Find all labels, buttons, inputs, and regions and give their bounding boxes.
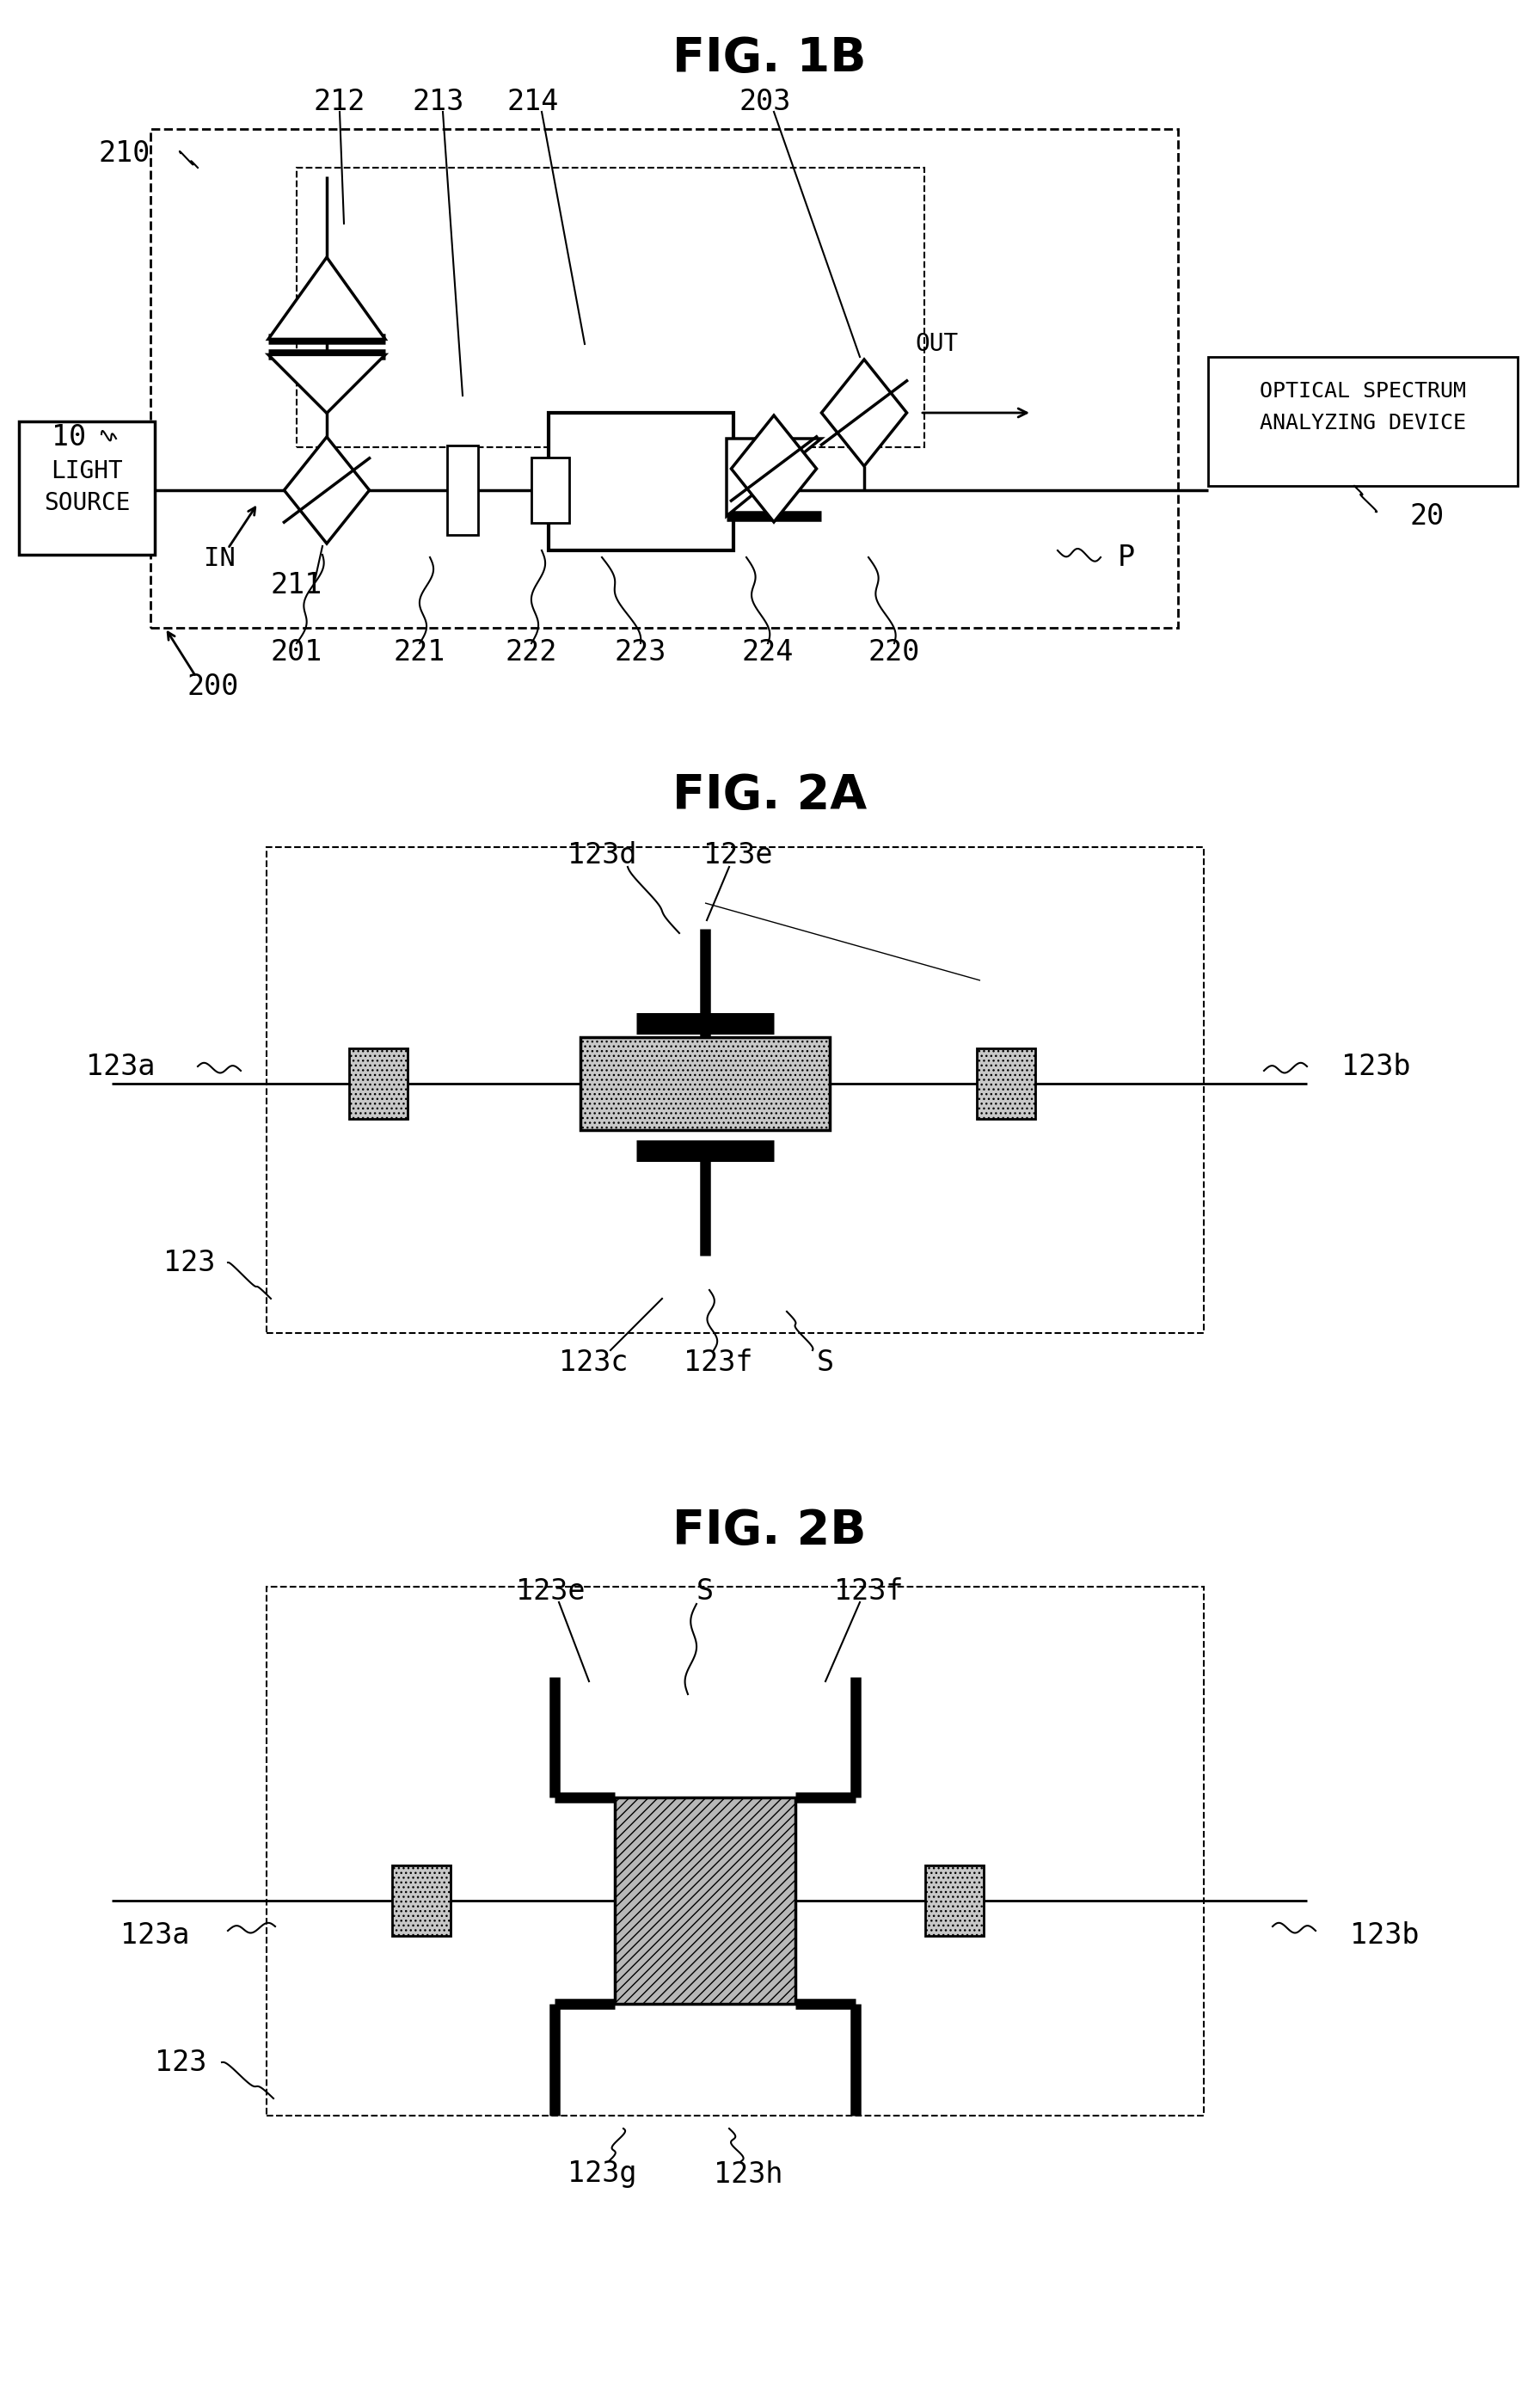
Text: 123a: 123a	[86, 1052, 156, 1081]
Bar	[548, 412, 733, 551]
Text: S: S	[696, 1577, 713, 1605]
Bar	[447, 446, 477, 534]
Text: 201: 201	[271, 637, 322, 666]
Text: LIGHT: LIGHT	[51, 460, 123, 484]
Text: 123c: 123c	[559, 1349, 628, 1378]
Text: 123b: 123b	[1351, 1922, 1420, 1950]
Text: 123e: 123e	[704, 841, 773, 870]
Bar	[350, 1049, 408, 1119]
Bar	[393, 1866, 451, 1936]
Text: 220: 220	[869, 637, 921, 666]
Polygon shape	[268, 355, 385, 412]
Text: P: P	[1118, 544, 1135, 573]
Bar	[297, 168, 924, 448]
Text: 123f: 123f	[684, 1349, 753, 1378]
Text: FIG. 2B: FIG. 2B	[673, 1507, 867, 1555]
Text: 214: 214	[507, 86, 559, 115]
Text: ANALYZING DEVICE: ANALYZING DEVICE	[1260, 412, 1466, 434]
Text: 223: 223	[614, 637, 667, 666]
Text: 210: 210	[99, 139, 151, 168]
Polygon shape	[268, 256, 385, 340]
Polygon shape	[731, 415, 816, 522]
Text: FIG. 1B: FIG. 1B	[673, 36, 867, 81]
Bar	[18, 422, 156, 556]
Bar	[1207, 357, 1517, 486]
Text: 123a: 123a	[120, 1922, 189, 1950]
Text: 123b: 123b	[1341, 1052, 1411, 1081]
Text: 10: 10	[51, 422, 86, 450]
Text: 203: 203	[739, 86, 792, 115]
Bar	[581, 1037, 830, 1131]
Text: 20: 20	[1411, 501, 1445, 530]
Text: 222: 222	[505, 637, 557, 666]
Text: 123f: 123f	[833, 1577, 902, 1605]
Text: 123: 123	[163, 1248, 216, 1277]
Bar	[266, 848, 1204, 1332]
Text: 200: 200	[188, 673, 239, 700]
Polygon shape	[283, 436, 370, 544]
Bar	[976, 1049, 1035, 1119]
Bar	[614, 1797, 795, 2003]
Bar	[151, 129, 1178, 628]
Text: 212: 212	[314, 86, 365, 115]
Text: 211: 211	[271, 570, 322, 599]
Text: 123e: 123e	[516, 1577, 585, 1605]
Bar	[926, 1866, 984, 1936]
Text: OUT: OUT	[916, 333, 959, 357]
Text: FIG. 2A: FIG. 2A	[673, 772, 867, 819]
Bar	[266, 1586, 1204, 2116]
Bar	[531, 458, 570, 522]
Text: SOURCE: SOURCE	[43, 491, 129, 515]
Text: S: S	[816, 1349, 835, 1378]
Text: 221: 221	[394, 637, 445, 666]
Text: 213: 213	[413, 86, 465, 115]
Text: IN: IN	[203, 546, 236, 573]
Text: 224: 224	[742, 637, 793, 666]
Text: 123: 123	[154, 2049, 206, 2077]
Text: 123h: 123h	[713, 2159, 782, 2188]
Text: 123g: 123g	[567, 2159, 636, 2188]
Text: OPTICAL SPECTRUM: OPTICAL SPECTRUM	[1260, 381, 1466, 403]
Polygon shape	[821, 359, 907, 467]
Text: 123d: 123d	[567, 841, 636, 870]
Polygon shape	[727, 438, 821, 515]
